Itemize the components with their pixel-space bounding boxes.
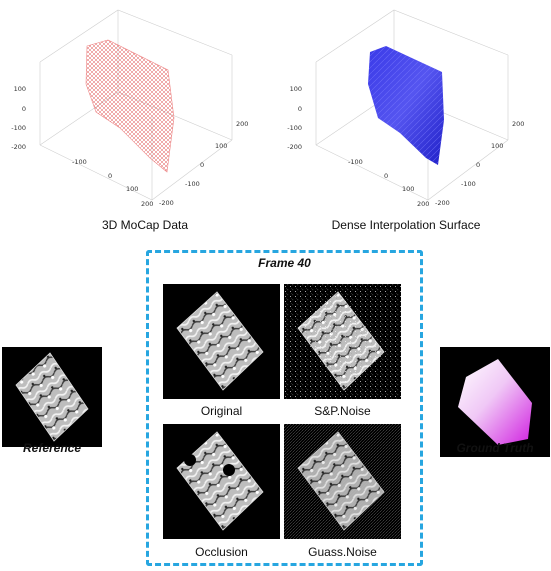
x-tick: -100 [348, 158, 363, 166]
x-tick: 0 [384, 172, 388, 180]
z-tick: 0 [298, 105, 302, 113]
y-tick: 200 [512, 120, 524, 128]
y-tick: -100 [185, 180, 200, 188]
mocap-3d-plot: 100 0 -100 -200 -100 0 100 200 200 100 0… [11, 9, 248, 208]
x-tick: 200 [417, 200, 429, 208]
x-tick: -100 [72, 158, 87, 166]
gauss-noise-image [284, 424, 401, 539]
y-tick: 0 [476, 161, 480, 169]
y-tick: -200 [159, 199, 174, 207]
sp-noise-label: S&P.Noise [314, 404, 371, 418]
z-tick: 100 [290, 85, 302, 93]
y-tick: 0 [200, 161, 204, 169]
y-tick: 100 [491, 142, 503, 150]
z-tick: -200 [287, 143, 302, 151]
reference-image [2, 347, 102, 447]
interpolation-3d-plot: 100 0 -100 -200 -100 0 100 200 200 100 0… [287, 9, 524, 208]
original-image [163, 284, 280, 399]
reference-caption: Reference [22, 441, 82, 455]
x-tick: 0 [108, 172, 112, 180]
ground-truth-image [440, 347, 550, 457]
y-tick: -200 [435, 199, 450, 207]
frame-title: Frame 40 [258, 256, 311, 270]
interpolation-caption: Dense Interpolation Surface [331, 218, 481, 232]
x-tick: 100 [402, 185, 414, 193]
gauss-noise-label: Guass.Noise [308, 545, 377, 559]
z-tick: 0 [22, 105, 26, 113]
frame-40-panel [146, 250, 423, 566]
y-tick: 200 [236, 120, 248, 128]
occlusion-label: Occlusion [195, 545, 248, 559]
mocap-point-cloud [85, 39, 175, 173]
z-tick: -200 [11, 143, 26, 151]
y-tick: 100 [215, 142, 227, 150]
x-tick: 100 [126, 185, 138, 193]
z-tick: -100 [287, 124, 302, 132]
sp-noise-image [284, 284, 401, 399]
z-tick: 100 [14, 85, 26, 93]
x-tick: 200 [141, 200, 153, 208]
z-tick: -100 [11, 124, 26, 132]
occlusion-image [163, 424, 280, 539]
original-label: Original [200, 404, 243, 418]
interpolation-surface [368, 46, 444, 165]
ground-truth-caption: Ground Truth [456, 441, 534, 455]
mocap-caption: 3D MoCap Data [101, 218, 189, 232]
y-tick: -100 [461, 180, 476, 188]
